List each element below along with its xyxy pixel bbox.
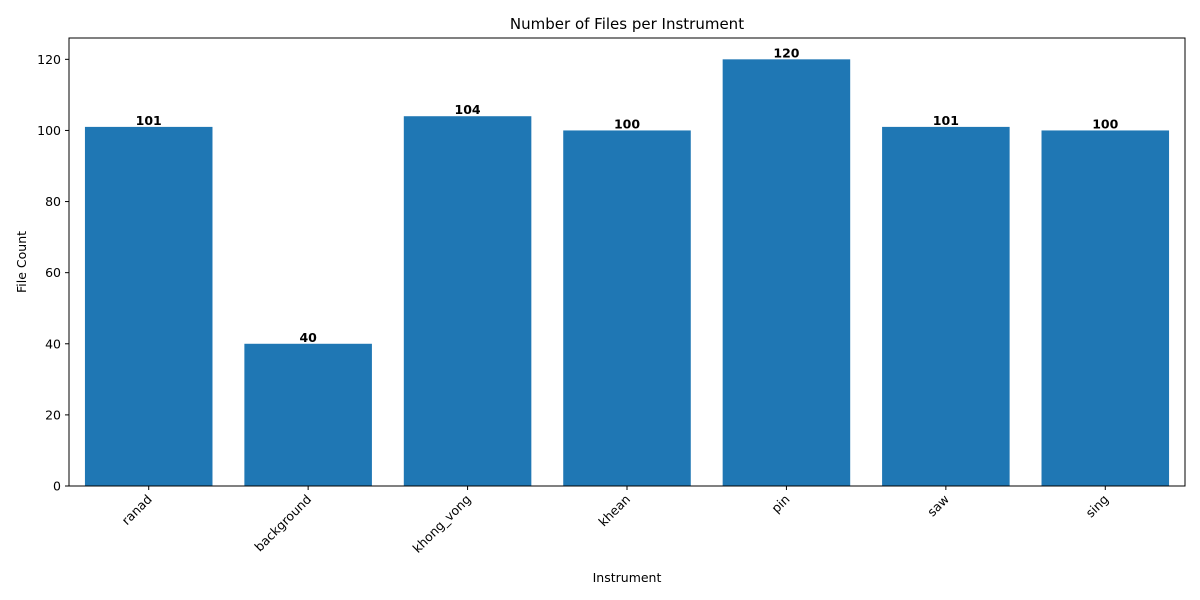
y-tick-label-120: 120 (37, 52, 61, 67)
x-tick-label-khean: khean (595, 492, 633, 530)
y-tick-label-60: 60 (45, 265, 61, 280)
y-axis: 0 20 40 60 80 100 120 (37, 52, 69, 494)
bar-khean (563, 130, 691, 486)
y-tick-label-100: 100 (37, 123, 61, 138)
data-label-khong_vong: 104 (455, 102, 481, 117)
bars-group (84, 59, 1170, 486)
y-tick-label-40: 40 (45, 336, 61, 351)
bar-background (244, 343, 372, 486)
plot-frame (68, 37, 1186, 487)
bar-sing (1041, 130, 1170, 486)
data-labels-group: 101 40 104 100 120 101 100 (136, 45, 1119, 344)
chart-title: Number of Files per Instrument (510, 15, 744, 33)
x-tick-label-ranad: ranad (119, 492, 155, 528)
bar-ranad (84, 126, 213, 486)
data-label-pin: 120 (773, 45, 799, 60)
y-tick-label-0: 0 (53, 479, 61, 494)
bar-pin (722, 59, 851, 486)
bar-saw (882, 126, 1010, 486)
bar-khong_vong (403, 116, 532, 486)
x-tick-label-background: background (251, 492, 314, 555)
x-tick-label-sing: sing (1083, 492, 1112, 521)
data-label-saw: 101 (933, 113, 959, 128)
y-tick-label-80: 80 (45, 194, 61, 209)
y-axis-label: File Count (14, 231, 29, 293)
data-label-khean: 100 (614, 116, 640, 131)
x-axis: ranad background khong_vong khean pin saw sing (119, 486, 1112, 556)
x-tick-label-pin: pin (768, 492, 792, 516)
x-tick-label-khong_vong: khong_vong (409, 492, 473, 556)
data-label-background: 40 (299, 330, 317, 345)
data-label-ranad: 101 (136, 113, 162, 128)
data-label-sing: 100 (1092, 116, 1118, 131)
x-tick-label-saw: saw (924, 492, 952, 520)
x-axis-label: Instrument (593, 570, 662, 585)
y-tick-label-20: 20 (45, 407, 61, 422)
